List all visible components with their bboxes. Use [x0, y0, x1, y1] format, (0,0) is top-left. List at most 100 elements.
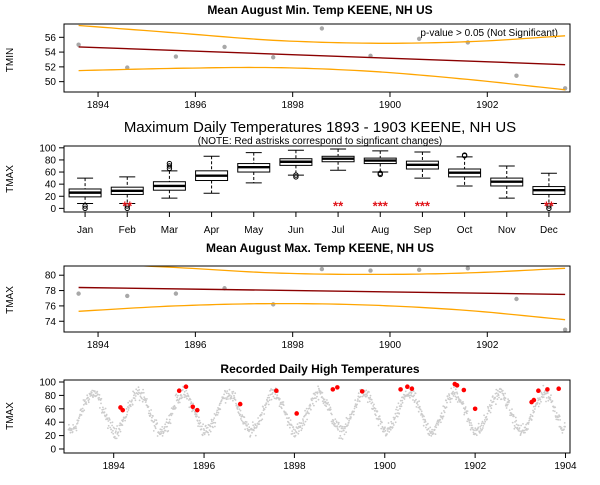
daily-temp-point	[99, 399, 102, 401]
daily-temp-point	[298, 422, 301, 424]
daily-temp-point	[394, 412, 397, 415]
daily-temp-point	[496, 389, 499, 392]
daily-temp-point	[278, 405, 281, 408]
daily-temp-point	[102, 406, 104, 409]
daily-temp-point	[194, 412, 197, 414]
month-label: Feb	[119, 225, 137, 236]
daily-temp-point	[418, 400, 420, 403]
daily-temp-point	[398, 412, 401, 415]
daily-temp-point	[428, 434, 431, 436]
daily-temp-point	[177, 400, 180, 402]
daily-temp-point	[233, 396, 236, 399]
daily-temp-point	[350, 412, 353, 415]
daily-temp-point	[185, 389, 188, 392]
daily-temp-point	[529, 415, 532, 418]
daily-temp-point	[341, 438, 344, 440]
daily-temp-point	[389, 428, 392, 431]
record-high-point	[536, 388, 541, 394]
daily-temp-point	[431, 428, 433, 431]
daily-temp-point	[128, 400, 131, 402]
daily-temp-point	[69, 431, 72, 434]
daily-temp-point	[82, 403, 85, 406]
daily-temp-point	[71, 428, 73, 430]
daily-temp-point	[436, 422, 438, 425]
daily-temp-point	[410, 392, 413, 395]
boxplot-y-tick-label: 100	[39, 143, 56, 154]
daily-temp-point	[271, 392, 274, 394]
daily-temp-point	[204, 424, 207, 427]
daily-temp-point	[504, 397, 507, 400]
daily-temp-point	[235, 402, 237, 405]
daily-temp-point	[380, 427, 383, 430]
daily-temp-point	[150, 409, 153, 411]
daily-temp-point	[486, 418, 488, 421]
daily-temp-point	[234, 392, 237, 395]
daily-temp-point	[132, 390, 135, 393]
daily-temp-point	[238, 412, 240, 415]
max-temp-data-point	[514, 296, 519, 302]
daily-temp-point	[534, 404, 537, 407]
daily-temp-point	[347, 421, 350, 424]
daily-temp-point	[248, 426, 251, 429]
daily-temp-point	[527, 421, 530, 424]
daily-temp-point	[109, 426, 112, 429]
daily-temp-point	[265, 403, 268, 405]
daily-temp-point	[119, 430, 122, 433]
daily-temp-point	[421, 416, 424, 418]
daily-temp-point	[366, 394, 368, 397]
daily-temp-point	[255, 426, 258, 429]
daily-temp-point	[209, 425, 212, 428]
record-high-point	[237, 401, 243, 407]
daily-temp-point	[137, 386, 140, 389]
daily-temp-point	[294, 434, 297, 437]
max-temp-data-point	[368, 268, 373, 273]
daily-temp-point	[216, 414, 219, 416]
daily-temp-point	[500, 398, 503, 401]
daily-temp-point	[551, 400, 554, 402]
daily-temp-point	[261, 412, 263, 414]
daily-temp-point	[330, 420, 333, 423]
daily-temp-point	[534, 408, 536, 410]
daily-temp-point	[454, 395, 457, 398]
daily-temp-point	[437, 424, 440, 426]
daily-temp-point	[462, 401, 464, 403]
daily-temp-point	[154, 419, 156, 421]
daily-temp-point	[172, 406, 175, 408]
daily-temp-point	[334, 418, 337, 421]
daily-temp-point	[553, 410, 556, 413]
daily-temp-point	[470, 424, 473, 427]
daily-temp-point	[549, 396, 552, 399]
daily-temp-point	[561, 432, 564, 434]
daily-temp-point	[111, 424, 113, 427]
daily-temp-point	[513, 424, 516, 427]
daily-temp-point	[207, 431, 210, 434]
max-temp-trend-line	[78, 286, 566, 296]
daily-temp-point	[306, 410, 309, 413]
daily-temp-point	[201, 434, 204, 437]
daily-temp-point	[200, 428, 203, 430]
daily-temp-point	[216, 409, 219, 412]
daily-temp-point	[492, 400, 495, 403]
daily-temp-point	[413, 394, 415, 397]
daily-temp-point	[220, 399, 223, 401]
daily-temp-point	[291, 430, 294, 432]
record-high-point	[556, 386, 562, 392]
daily-temp-point	[254, 424, 257, 426]
daily-temp-point	[126, 410, 129, 413]
daily-temp-point	[198, 416, 200, 419]
daily-temp-point	[349, 413, 351, 416]
daily-temp-point	[462, 402, 465, 405]
daily-temp-point	[260, 419, 263, 422]
min-temp-x-tick-label: 1896	[184, 100, 207, 111]
daily-temp-point	[422, 414, 424, 417]
daily-temp-point	[85, 401, 87, 403]
daily-temp-point	[225, 392, 228, 395]
daily-temp-point	[452, 390, 454, 393]
min-temp-data-point	[465, 40, 471, 45]
box-outlier	[124, 203, 130, 209]
daily-temp-point	[532, 409, 534, 412]
daily-temp-point	[425, 423, 428, 426]
daily-temp-point	[332, 420, 334, 423]
daily-temp-point	[454, 391, 456, 394]
daily-temp-point	[115, 437, 118, 440]
